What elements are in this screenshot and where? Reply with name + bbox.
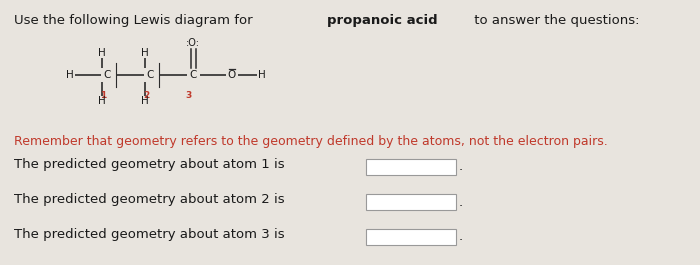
Text: 2: 2: [143, 91, 149, 100]
Text: The predicted geometry about atom 3 is: The predicted geometry about atom 3 is: [14, 228, 285, 241]
Text: .: .: [458, 161, 462, 174]
Text: O: O: [228, 70, 236, 80]
Text: to answer the questions:: to answer the questions:: [470, 14, 640, 27]
Text: .: .: [458, 231, 462, 244]
Text: H: H: [98, 96, 106, 106]
Text: C: C: [189, 70, 197, 80]
Bar: [366, 194, 456, 210]
Text: 3: 3: [186, 91, 192, 100]
Text: H: H: [141, 48, 149, 58]
Text: Use the following Lewis diagram for: Use the following Lewis diagram for: [14, 14, 257, 27]
Text: H: H: [258, 70, 266, 80]
Text: .: .: [458, 196, 462, 209]
Bar: [366, 159, 456, 175]
Text: The predicted geometry about atom 1 is: The predicted geometry about atom 1 is: [14, 158, 285, 171]
Text: H: H: [98, 48, 106, 58]
Text: The predicted geometry about atom 2 is: The predicted geometry about atom 2 is: [14, 193, 285, 206]
Text: propanoic acid: propanoic acid: [328, 14, 438, 27]
Text: Remember that geometry refers to the geometry defined by the atoms, not the elec: Remember that geometry refers to the geo…: [14, 135, 608, 148]
Text: C: C: [146, 70, 154, 80]
Text: H: H: [66, 70, 74, 80]
Text: H: H: [141, 96, 149, 106]
Text: :O:: :O:: [186, 38, 200, 48]
Text: C: C: [104, 70, 111, 80]
Bar: [366, 229, 456, 245]
Text: 1: 1: [100, 91, 106, 100]
